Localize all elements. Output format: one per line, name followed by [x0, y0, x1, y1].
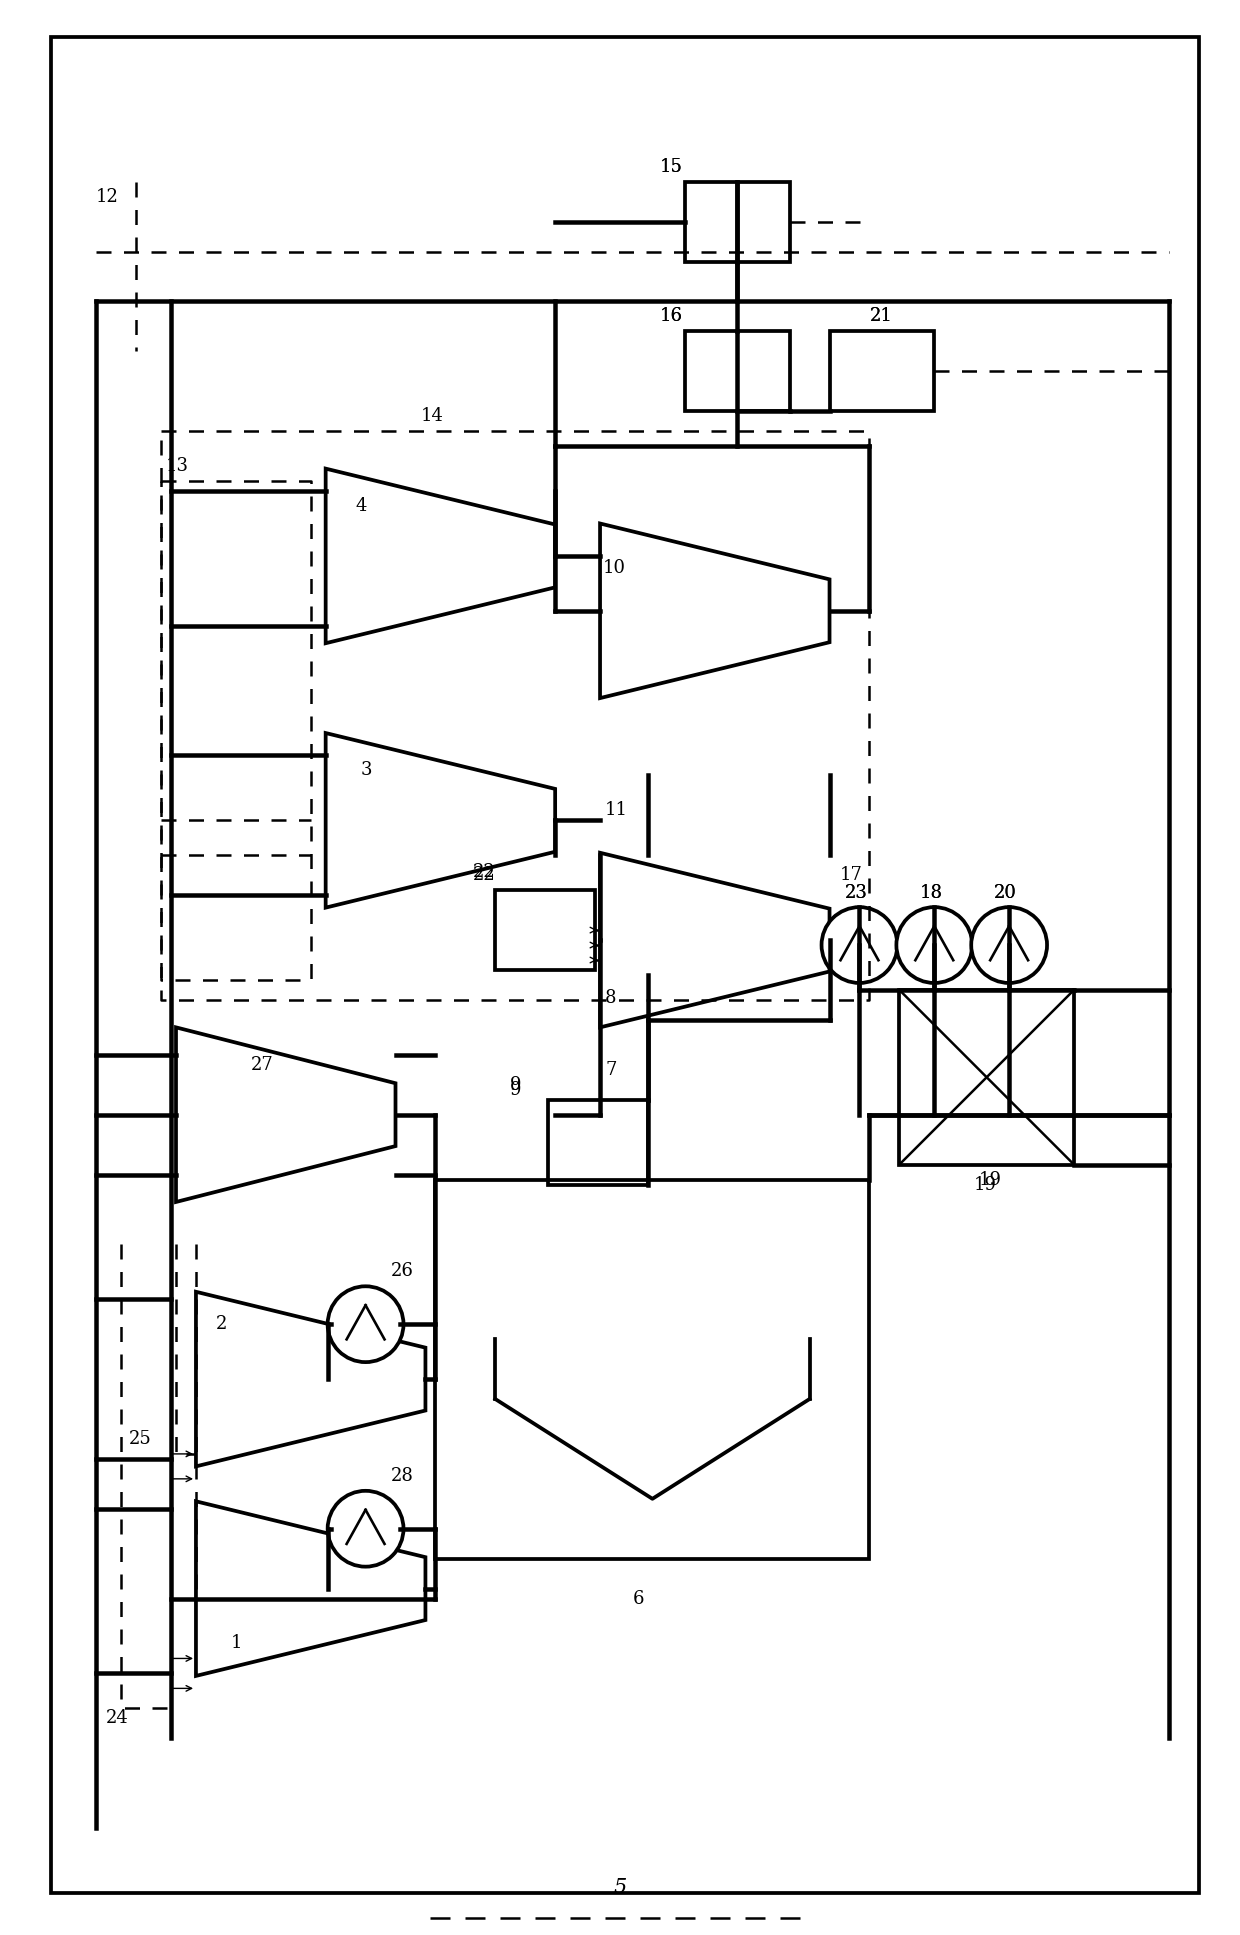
- Bar: [495, 890, 595, 969]
- Text: 16: 16: [660, 308, 683, 325]
- Text: 18: 18: [919, 884, 942, 902]
- Text: 28: 28: [391, 1467, 413, 1484]
- Bar: [899, 991, 1074, 1165]
- Text: 5: 5: [614, 1879, 626, 1898]
- Circle shape: [327, 1287, 403, 1362]
- Text: 15: 15: [660, 159, 683, 176]
- Text: 17: 17: [839, 867, 862, 884]
- Text: 26: 26: [391, 1262, 413, 1281]
- Bar: [435, 1180, 869, 1560]
- Bar: [830, 331, 934, 412]
- Text: 2: 2: [216, 1316, 227, 1333]
- Text: 15: 15: [660, 159, 683, 176]
- Text: 21: 21: [869, 308, 893, 325]
- Text: 4: 4: [356, 497, 367, 515]
- Text: 23: 23: [844, 884, 867, 902]
- Circle shape: [897, 908, 972, 983]
- Text: 19: 19: [975, 1176, 997, 1194]
- Text: 23: 23: [844, 884, 867, 902]
- Bar: [548, 1099, 649, 1184]
- Text: 3: 3: [361, 762, 372, 780]
- Text: 7: 7: [605, 1060, 616, 1080]
- Text: 10: 10: [603, 559, 626, 577]
- Text: 9: 9: [510, 1082, 522, 1099]
- Text: 13: 13: [166, 457, 188, 476]
- Text: 25: 25: [129, 1430, 151, 1447]
- Text: 21: 21: [869, 308, 893, 325]
- Text: 20: 20: [994, 884, 1017, 902]
- Text: 9: 9: [510, 1076, 522, 1093]
- Text: 18: 18: [919, 884, 942, 902]
- Text: 11: 11: [605, 801, 627, 819]
- Text: 12: 12: [97, 188, 119, 205]
- Text: 1: 1: [231, 1635, 242, 1652]
- Circle shape: [327, 1490, 403, 1567]
- Bar: [684, 182, 790, 261]
- Text: 8: 8: [605, 989, 616, 1006]
- Bar: [684, 331, 790, 412]
- Text: 27: 27: [250, 1057, 274, 1074]
- Text: 14: 14: [420, 406, 444, 426]
- Text: 24: 24: [107, 1709, 129, 1728]
- Text: 22: 22: [472, 863, 495, 880]
- Text: 16: 16: [660, 308, 683, 325]
- Circle shape: [822, 908, 898, 983]
- Text: 19: 19: [980, 1171, 1002, 1188]
- Text: 20: 20: [994, 884, 1017, 902]
- Text: 22: 22: [472, 867, 495, 884]
- Text: 6: 6: [632, 1589, 644, 1608]
- Circle shape: [971, 908, 1047, 983]
